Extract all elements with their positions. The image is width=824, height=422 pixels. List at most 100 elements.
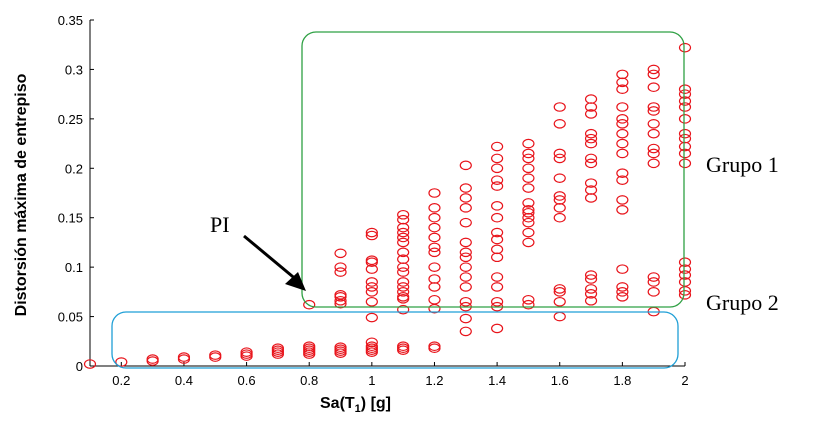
pi-arrow-line [243,234,299,283]
y-tick-label: 0.3 [65,62,83,77]
y-tick-label: 0.15 [58,211,83,226]
group1-data-point [522,173,535,183]
group1-region [301,31,685,308]
group2-data-point [428,341,441,352]
group1-data-point [522,294,535,305]
x-tick-label: 2 [681,373,688,388]
group1-data-point [584,158,598,169]
group1-data-point [428,188,441,198]
group1-data-point [491,227,504,238]
group2-label: Grupo 2 [706,290,779,315]
group1-data-point [522,153,535,164]
group1-data-point [365,282,378,292]
group1-data-point [584,178,598,188]
group1-data-point [459,160,472,171]
group1-data-point [334,295,347,306]
group1-data-point [365,227,378,238]
group1-data-point [616,119,629,129]
group1-data-point [553,148,566,159]
group1-data-point [459,193,472,203]
group1-data-point [616,264,629,274]
group1-data-point [397,222,410,233]
group1-data-point [647,287,660,297]
y-tick-label: 0.25 [58,112,83,127]
group1-data-point [647,272,660,282]
x-tick-label: 0.8 [300,373,318,388]
group1-data-point [678,133,692,144]
group1-data-point [303,299,316,310]
group1-data-point [678,89,692,99]
group2-data-point [397,343,410,354]
group2-data-point [303,341,316,352]
group1-data-point [584,295,598,306]
group1-data-point [584,109,598,119]
group1-data-point [553,153,566,164]
group1-data-point [678,96,692,106]
group1-data-point [553,203,566,213]
group1-data-point [647,128,660,139]
x-tick-label: 1.8 [613,373,631,388]
group1-data-point [522,163,535,174]
axis-ticks: 0.2 0.4 0.6 0.8 1 1.2 1.4 1.6 1.8 2 0 0.05 0.1 0.15 0.… [58,13,689,388]
group1-data-point [678,264,692,274]
group1-data-point [647,102,660,112]
group1-label: Grupo 1 [706,152,779,177]
group1-data-point [459,262,472,272]
group1-data-point [459,282,472,292]
group1-data-point [584,94,598,104]
group1-data-point [553,287,566,297]
group1-data-point [459,296,472,307]
group1-data-point [678,42,692,53]
group1-data-point [616,138,629,149]
group1-data-point [397,304,410,315]
group1-data-point [428,212,441,223]
group1-data-point [491,163,504,174]
group1-data-point [616,175,629,185]
group1-data-point [491,296,504,307]
group1-data-point [397,267,410,277]
group1-data-point [397,277,410,287]
group1-data-point [397,214,410,225]
group1-data-point [491,234,504,245]
group1-data-point [647,106,660,116]
group1-data-point [616,282,629,292]
group1-data-point [584,274,598,284]
group1-data-point [365,230,378,241]
group1-data-point [397,291,410,302]
group2-data-point [365,341,378,352]
group1-data-point [397,237,410,248]
group1-data-point [459,326,472,337]
group1-data-point [647,69,660,80]
group1-data-point [584,289,598,299]
group2-data-point [209,350,222,360]
group1-data-point [491,252,504,263]
group1-data-point [522,237,535,248]
group1-data-point [397,262,410,272]
group1-data-point [522,227,535,238]
group1-data-point [553,284,566,294]
group1-data-point [584,185,598,195]
group2-data-point [146,354,159,364]
group1-data-point [459,203,472,213]
y-axis-title: Distorsión máxima de entrepiso [13,73,30,316]
group1-data-point [678,148,692,159]
pi-label: PI [210,212,230,237]
group1-data-point [365,296,378,307]
group1-data-point [491,153,504,164]
group2-data-point [146,356,159,366]
group1-data-point [522,299,535,310]
group1-data-point [522,138,535,149]
group1-data-point [553,173,566,183]
group1-data-point [459,183,472,193]
group2-data-point [271,343,284,354]
data-points [83,42,692,369]
group1-data-point [491,244,504,255]
group1-data-point [647,119,660,129]
group1-data-point [553,195,566,205]
group1-data-point [553,119,566,129]
group1-data-point [428,274,441,284]
group1-data-point [616,291,629,302]
group1-data-point [459,247,472,258]
group2-data-point [428,343,441,354]
